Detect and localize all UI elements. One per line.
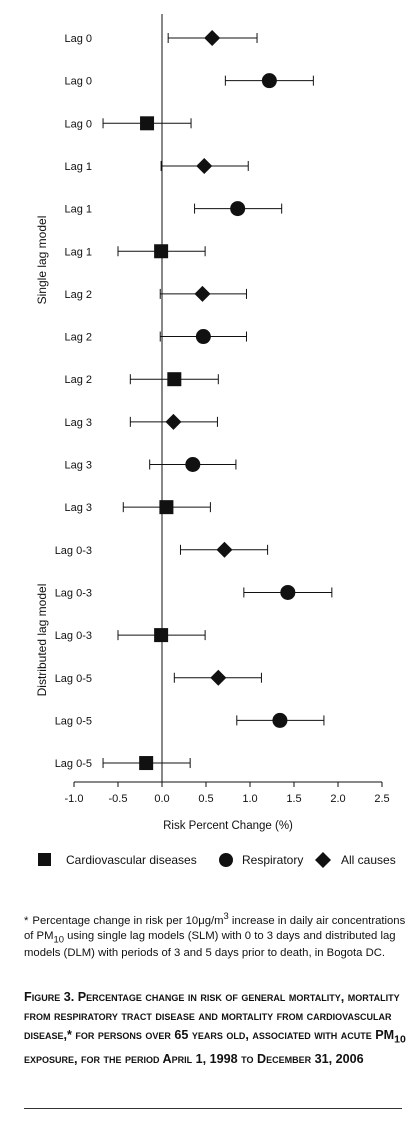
- row-label: Lag 3: [64, 417, 92, 429]
- forest-row: Lag 2: [64, 329, 247, 345]
- row-label: Lag 0-3: [55, 545, 92, 557]
- x-tick-label: 1.0: [242, 793, 257, 805]
- footnote-text-2: increase in daily air concentrations of …: [24, 914, 406, 942]
- forest-row: Lag 3: [64, 413, 218, 430]
- forest-row: Lag 0-3: [55, 541, 269, 558]
- forest-row: Lag 3: [64, 500, 211, 515]
- forest-row: Lag 0: [64, 73, 314, 89]
- legend-square-marker: [38, 853, 51, 866]
- estimate-circle-marker: [230, 201, 246, 217]
- figure-caption: Figure 3. Percentage change in risk of g…: [24, 988, 410, 1069]
- row-label: Lag 0-5: [55, 715, 92, 727]
- estimate-square-marker: [167, 372, 182, 387]
- estimate-diamond-marker: [210, 669, 227, 686]
- legend: Cardiovascular diseases Respiratory All …: [38, 852, 396, 868]
- legend-label-all-causes: All causes: [341, 853, 396, 867]
- group-label-single: Single lag model: [35, 216, 49, 305]
- legend-circle-marker: [219, 853, 233, 867]
- row-label: Lag 0: [64, 33, 92, 45]
- x-axis-label: Risk Percent Change (%): [163, 820, 293, 832]
- x-tick-label: 2.5: [374, 793, 389, 805]
- row-label: Lag 3: [64, 460, 92, 472]
- row-label: Lag 1: [64, 246, 92, 258]
- row-label: Lag 2: [64, 332, 92, 344]
- legend-label-cardiovascular: Cardiovascular diseases: [66, 853, 197, 867]
- forest-row: Lag 0-3: [55, 628, 206, 643]
- forest-row: Lag 0-5: [55, 669, 262, 686]
- estimate-circle-marker: [195, 329, 211, 345]
- forest-rows: Lag 0 Lag 0 Lag 0 Lag 1 Lag 1 Lag 1 Lag 2 Lag 2…: [55, 30, 333, 771]
- forest-row: Lag 1: [64, 157, 249, 174]
- row-label: Lag 0-3: [55, 630, 92, 642]
- x-tick-label: 0.0: [154, 793, 169, 805]
- forest-row: Lag 0-5: [55, 756, 191, 771]
- footnote-text-1: Percentage change in risk per 10μg/m: [32, 914, 224, 927]
- forest-row: Lag 1: [64, 244, 206, 259]
- forest-row: Lag 2: [64, 285, 247, 302]
- footnote-text-3: using single lag models (SLM) with 0 to …: [24, 929, 396, 960]
- estimate-square-marker: [159, 500, 174, 515]
- row-label: Lag 1: [64, 161, 92, 173]
- estimate-square-marker: [154, 244, 169, 259]
- footnote-marker: *: [24, 914, 29, 927]
- forest-row: Lag 1: [64, 201, 283, 217]
- estimate-square-marker: [140, 116, 155, 131]
- group-label-distributed: Distributed lag model: [35, 584, 49, 697]
- row-label: Lag 1: [64, 204, 92, 216]
- forest-row: Lag 3: [64, 457, 237, 472]
- forest-row: Lag 2: [64, 372, 219, 387]
- row-label: Lag 3: [64, 502, 92, 514]
- row-label: Lag 0-5: [55, 673, 92, 685]
- footnote-superscript: 3: [223, 910, 229, 921]
- estimate-square-marker: [154, 628, 169, 643]
- row-label: Lag 0-5: [55, 758, 92, 770]
- estimate-diamond-marker: [165, 413, 182, 430]
- x-tick-label: 1.5: [286, 793, 301, 805]
- x-tick-label: -0.5: [109, 793, 128, 805]
- estimate-diamond-marker: [216, 541, 233, 558]
- row-label: Lag 0-3: [55, 587, 92, 599]
- x-tick-label: 0.5: [198, 793, 213, 805]
- footnote: * Percentage change in risk per 10μg/m3 i…: [24, 908, 406, 961]
- caption-text-2: exposure, for the period April 1, 1998 t…: [24, 1051, 364, 1066]
- legend-diamond-marker: [315, 852, 331, 868]
- caption-text-1: Figure 3. Percentage change in risk of g…: [24, 990, 400, 1042]
- row-label: Lag 2: [64, 374, 92, 386]
- bottom-rule: [24, 1108, 402, 1109]
- estimate-diamond-marker: [204, 30, 221, 46]
- forest-row: Lag 0-5: [55, 712, 325, 728]
- x-tick-label: 2.0: [330, 793, 345, 805]
- legend-label-respiratory: Respiratory: [242, 853, 303, 867]
- x-tick-label: -1.0: [65, 793, 84, 805]
- row-label: Lag 0: [64, 118, 92, 130]
- row-label: Lag 0: [64, 76, 92, 88]
- footnote-subscript: 10: [53, 933, 64, 945]
- x-axis-ticks: -1.0 -0.5 0.0 0.5 1.0 1.5 2.0 2.5: [65, 782, 390, 805]
- estimate-diamond-marker: [194, 285, 211, 302]
- estimate-circle-marker: [185, 457, 201, 472]
- caption-subscript: 10: [394, 1033, 406, 1046]
- estimate-circle-marker: [261, 73, 277, 89]
- forest-row: Lag 0: [64, 30, 258, 46]
- estimate-square-marker: [139, 756, 154, 771]
- estimate-circle-marker: [272, 712, 288, 728]
- estimate-circle-marker: [280, 584, 296, 600]
- forest-row: Lag 0: [64, 116, 192, 131]
- estimate-diamond-marker: [196, 157, 213, 174]
- row-label: Lag 2: [64, 289, 92, 301]
- forest-row: Lag 0-3: [55, 584, 333, 600]
